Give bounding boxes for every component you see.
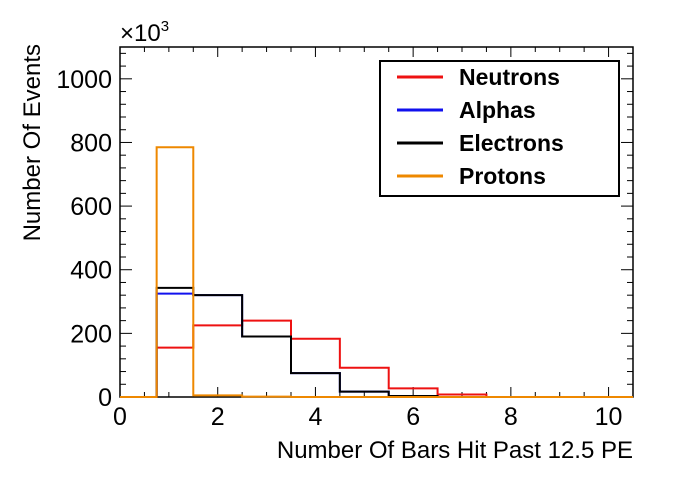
y-axis-title: Number Of Events — [19, 44, 46, 241]
x-tick-label: 2 — [211, 403, 225, 431]
series-layer — [120, 146, 633, 398]
y-tick-label: 600 — [70, 193, 112, 221]
x-tick-label: 4 — [308, 403, 322, 431]
tick-labels: 0 2 4 6 8 10 0 200 400 600 800 1000 — [56, 66, 622, 431]
x-tick-label: 8 — [504, 403, 518, 431]
y-multiplier-exponent: 3 — [161, 18, 169, 35]
legend-box — [379, 60, 620, 197]
legend-label-alphas: Alphas — [459, 97, 536, 123]
series-line-alphas — [120, 292, 633, 398]
y-tick-label: 400 — [70, 257, 112, 285]
legend-label-protons: Protons — [459, 163, 546, 189]
series-line-neutrons — [120, 319, 633, 398]
x-axis-title: Number Of Bars Hit Past 12.5 PE — [277, 437, 633, 464]
y-multiplier-base: ×10 — [120, 20, 161, 47]
y-tick-label: 800 — [70, 129, 112, 157]
legend: Neutrons Alphas Electrons Protons — [379, 60, 620, 197]
x-tick-label: 10 — [595, 403, 623, 431]
y-multiplier: ×103 — [120, 18, 169, 47]
axis-ticks — [119, 47, 633, 398]
y-tick-label: 1000 — [56, 66, 112, 94]
y-tick-label: 200 — [70, 320, 112, 348]
x-tick-label: 0 — [113, 403, 127, 431]
legend-label-neutrons: Neutrons — [459, 64, 560, 90]
series-line-electrons — [120, 286, 633, 398]
legend-label-electrons: Electrons — [459, 130, 564, 156]
x-tick-label: 6 — [406, 403, 420, 431]
y-tick-label: 0 — [98, 384, 112, 412]
series-line-protons — [120, 146, 633, 398]
